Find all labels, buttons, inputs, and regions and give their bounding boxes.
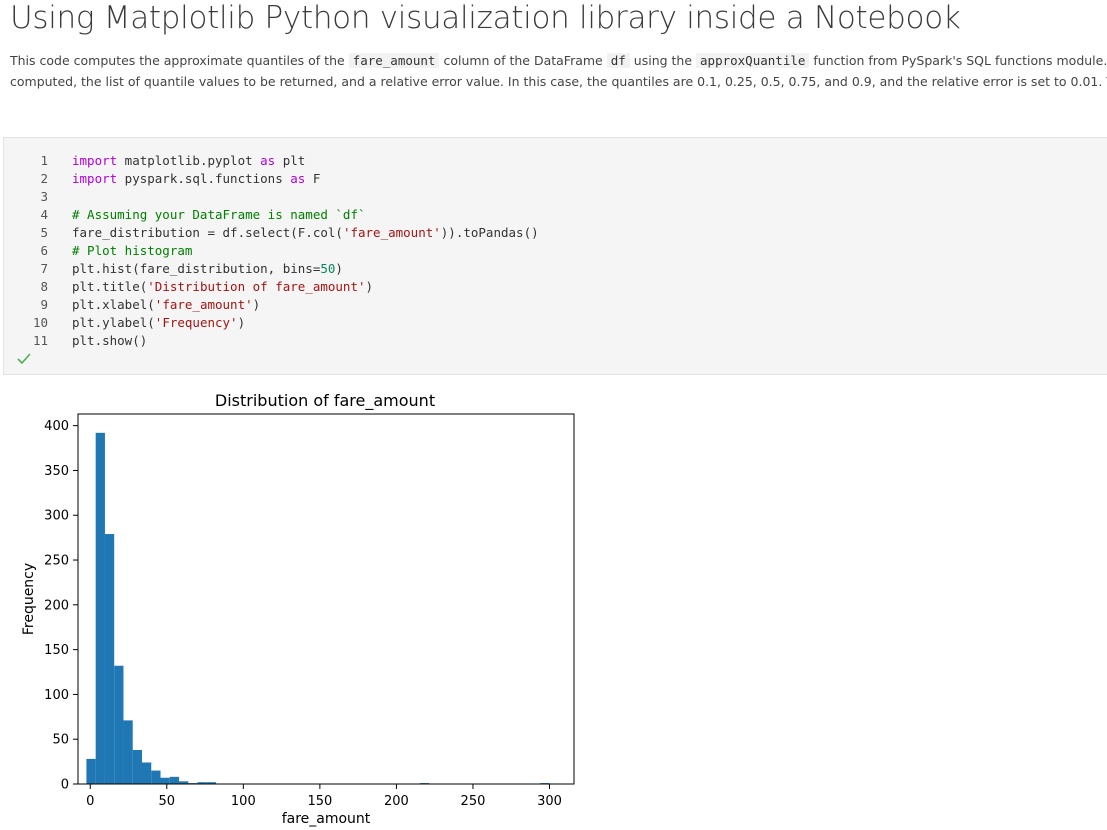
- y-tick-label: 250: [44, 554, 69, 569]
- y-tick-label: 400: [44, 419, 69, 434]
- x-axis-label: fare_amount: [282, 811, 371, 827]
- histogram-bar: [114, 665, 124, 784]
- inline-code-df: df: [606, 53, 630, 68]
- line-number: 6: [40, 243, 48, 258]
- x-tick-label: 0: [86, 794, 94, 809]
- histogram-bar: [197, 782, 207, 784]
- line-number: 7: [40, 261, 48, 276]
- x-tick-label: 50: [159, 794, 176, 809]
- page-title: Using Matplotlib Python visualization li…: [10, 0, 961, 36]
- line-number: 1: [40, 153, 48, 168]
- histogram-bar: [160, 777, 170, 784]
- histogram-bar: [141, 762, 152, 784]
- check-icon: [17, 353, 31, 365]
- y-tick-label: 0: [61, 778, 69, 793]
- line-number: 8: [40, 279, 48, 294]
- x-tick-label: 300: [537, 794, 562, 809]
- y-tick-label: 350: [44, 464, 69, 479]
- histogram-bar: [132, 749, 142, 784]
- y-tick-label: 150: [44, 643, 69, 658]
- line-number: 9: [40, 297, 48, 312]
- line-number: 2: [40, 171, 48, 186]
- x-tick-label: 100: [231, 794, 256, 809]
- histogram-bar: [123, 720, 133, 784]
- line-number: 3: [40, 189, 48, 204]
- chart-title: Distribution of fare_amount: [215, 391, 435, 411]
- x-tick-label: 200: [384, 794, 409, 809]
- histogram-chart: Distribution of fare_amount 0 50 100 150 200…: [21, 391, 575, 827]
- description: This code computes the approximate quant…: [10, 50, 1107, 92]
- histogram-bar: [206, 782, 217, 784]
- histogram-bar: [95, 432, 105, 784]
- y-axis-label: Frequency: [21, 563, 37, 635]
- y-tick-label: 200: [44, 598, 69, 613]
- x-tick-label: 150: [307, 794, 332, 809]
- inline-code-fare-amount: fare_amount: [348, 53, 440, 68]
- line-number: 11: [32, 333, 48, 348]
- histogram-bar: [179, 781, 189, 784]
- histogram-bar: [169, 776, 180, 784]
- description-line-2: computed, the list of quantile values to…: [10, 74, 1107, 89]
- y-tick-label: 300: [44, 509, 69, 524]
- bar-group: [86, 432, 550, 784]
- line-number: 10: [32, 315, 48, 330]
- histogram-bar: [151, 770, 161, 784]
- line-number: 5: [40, 225, 48, 240]
- y-tick-label: 100: [44, 688, 69, 703]
- histogram-bar: [104, 534, 115, 784]
- plot-frame: [77, 413, 575, 785]
- histogram-bar: [86, 758, 96, 784]
- line-number-gutter: 1 2 3 4 5 6 7 8 9 10 11: [4, 152, 48, 350]
- inline-code-approxquantile: approxQuantile: [696, 53, 810, 68]
- code-cell[interactable]: 1 2 3 4 5 6 7 8 9 10 11 import matplotli…: [3, 137, 1107, 375]
- line-number: 4: [40, 207, 48, 222]
- description-line-1: This code computes the approximate quant…: [10, 53, 1107, 68]
- code-editor[interactable]: import matplotlib.pyplot as plt import p…: [72, 153, 539, 348]
- x-tick-label: 250: [461, 794, 486, 809]
- y-tick-label: 50: [52, 733, 69, 748]
- x-axis: 0 50 100 150 200 250 300: [86, 784, 562, 809]
- y-axis: 0 50 100 150 200 250 300 350 400: [44, 419, 78, 793]
